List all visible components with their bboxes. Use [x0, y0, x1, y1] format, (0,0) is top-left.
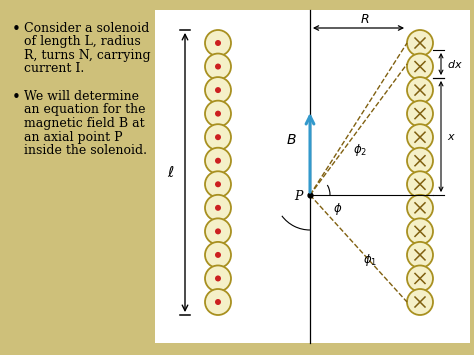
Text: $\phi$: $\phi$	[333, 201, 343, 217]
Circle shape	[215, 87, 221, 93]
Circle shape	[205, 218, 231, 244]
FancyBboxPatch shape	[155, 10, 470, 343]
Circle shape	[215, 205, 221, 211]
Circle shape	[205, 54, 231, 80]
Text: an axial point P: an axial point P	[24, 131, 123, 143]
Circle shape	[407, 77, 433, 103]
Circle shape	[407, 266, 433, 291]
Text: We will determine: We will determine	[24, 90, 139, 103]
Circle shape	[215, 40, 221, 46]
Text: magnetic field B at: magnetic field B at	[24, 117, 145, 130]
Circle shape	[407, 148, 433, 174]
Circle shape	[407, 171, 433, 197]
Text: $\ell$: $\ell$	[167, 165, 175, 180]
Circle shape	[205, 195, 231, 221]
Circle shape	[205, 30, 231, 56]
Circle shape	[205, 242, 231, 268]
Circle shape	[407, 100, 433, 127]
Circle shape	[407, 195, 433, 221]
Circle shape	[407, 289, 433, 315]
Circle shape	[215, 228, 221, 234]
Circle shape	[407, 124, 433, 150]
Text: an equation for the: an equation for the	[24, 104, 146, 116]
Circle shape	[205, 77, 231, 103]
Circle shape	[205, 266, 231, 291]
Text: inside the solenoid.: inside the solenoid.	[24, 144, 147, 157]
Text: •: •	[12, 22, 21, 37]
Circle shape	[215, 111, 221, 117]
Circle shape	[215, 134, 221, 140]
Circle shape	[205, 148, 231, 174]
Circle shape	[215, 275, 221, 282]
Circle shape	[215, 252, 221, 258]
Text: of length L, radius: of length L, radius	[24, 36, 141, 49]
Text: $B$: $B$	[286, 133, 297, 147]
Circle shape	[407, 218, 433, 244]
Text: $\phi_2$: $\phi_2$	[353, 142, 367, 158]
Circle shape	[205, 289, 231, 315]
Circle shape	[407, 30, 433, 56]
Text: Consider a solenoid: Consider a solenoid	[24, 22, 149, 35]
Text: current I.: current I.	[24, 62, 84, 76]
Text: $dx$: $dx$	[447, 58, 463, 70]
Text: •: •	[12, 90, 21, 105]
Text: R, turns N, carrying: R, turns N, carrying	[24, 49, 151, 62]
Circle shape	[205, 100, 231, 127]
Circle shape	[215, 181, 221, 187]
Circle shape	[205, 171, 231, 197]
Text: $R$: $R$	[360, 13, 370, 26]
Circle shape	[407, 54, 433, 80]
Circle shape	[215, 158, 221, 164]
Text: $\phi_1$: $\phi_1$	[363, 252, 377, 268]
Circle shape	[215, 64, 221, 70]
Circle shape	[407, 242, 433, 268]
Text: P: P	[295, 191, 303, 203]
Circle shape	[215, 299, 221, 305]
Circle shape	[205, 124, 231, 150]
Text: $x$: $x$	[447, 131, 456, 142]
